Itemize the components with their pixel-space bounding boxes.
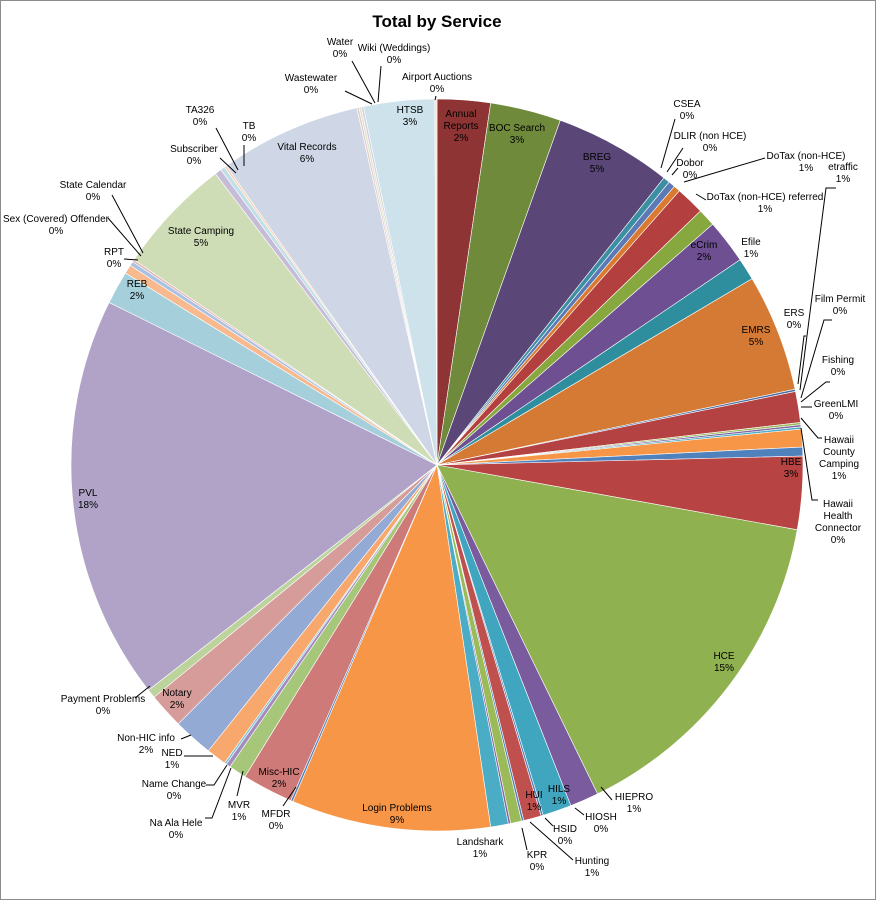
slice-label-52: Airport Auctions 0% (402, 72, 472, 95)
leader-line-26 (521, 827, 528, 851)
slice-label-41: Sex (Covered) Offender 0% (3, 214, 110, 237)
slice-label-3: CSEA 0% (673, 99, 701, 122)
pie-slice-28[interactable] (292, 463, 492, 832)
slice-label-7: DoTax (non-HCE) referred 1% (707, 192, 824, 215)
slice-label-4: DLIR (non HCE) 0% (674, 131, 747, 154)
pie-slice-19[interactable] (436, 464, 798, 795)
slice-label-16: Hawaii County Camping 1% (819, 435, 859, 482)
slice-label-39: REB 2% (127, 279, 148, 302)
slice-label-49: Water 0% (327, 37, 354, 60)
leader-line-44 (219, 157, 237, 174)
slice-label-11: ERS 0% (784, 308, 805, 331)
leader-line-25 (529, 821, 574, 861)
slice-label-31: MVR 1% (228, 800, 250, 823)
leader-line-42 (111, 194, 144, 254)
slice-label-43: State Camping 5% (168, 226, 234, 249)
slice-label-19: HCE 15% (713, 651, 734, 674)
leader-line-31 (236, 770, 244, 797)
slice-label-38: PVL 18% (78, 488, 98, 511)
leader-line-49 (351, 60, 376, 104)
pie-slices (70, 98, 804, 832)
leader-line-45 (215, 127, 239, 171)
slice-label-48: Wastewater 0% (285, 73, 338, 96)
leader-line-37 (134, 685, 151, 699)
leader-line-48 (344, 90, 373, 105)
leader-line-3 (660, 118, 676, 169)
leader-line-20 (600, 786, 613, 801)
leader-line-29 (282, 786, 297, 807)
slice-label-50: Wiki (Weddings) 0% (358, 43, 431, 66)
leader-line-52 (434, 95, 437, 101)
slice-label-46: TB 0% (242, 121, 257, 144)
leader-line-11 (797, 335, 806, 385)
slice-label-15: GreenLMI 0% (814, 399, 858, 422)
slice-label-17: Hawaii Health Connector 0% (815, 499, 862, 546)
slice-label-34: NED 1% (161, 748, 182, 771)
leader-line-14 (800, 381, 830, 403)
slice-label-30: Misc-HIC 2% (258, 767, 299, 790)
slice-label-45: TA326 0% (186, 105, 215, 128)
slice-label-9: Efile 1% (741, 237, 761, 260)
leader-line-16 (800, 417, 822, 439)
pie-slice-47[interactable] (225, 107, 438, 466)
leader-line-12 (799, 187, 836, 391)
slice-label-29: MFDR 0% (262, 809, 291, 832)
leader-line-17 (800, 427, 818, 501)
leader-lines (107, 60, 836, 861)
leader-line-13 (800, 319, 832, 399)
leader-line-6 (683, 157, 766, 183)
slice-label-14: Fishing 0% (822, 355, 854, 378)
slice-label-47: Vital Records 6% (277, 142, 336, 165)
leader-line-4 (666, 147, 684, 173)
slice-labels: Annual Reports 2% BOC Search 3% BREG 5% CSEA 0% D… (3, 37, 865, 879)
chart-title: Total by Service (372, 12, 501, 31)
slice-label-27: Landshark 1% (457, 837, 505, 860)
slice-label-32: Na Ala Hele 0% (150, 818, 203, 841)
slice-label-22: HIOSH 0% (585, 812, 617, 835)
slice-label-24: HSID 0% (553, 824, 577, 847)
leader-line-7 (695, 193, 707, 201)
slice-label-37: Payment Problems 0% (61, 694, 145, 717)
slice-label-10: EMRS 5% (742, 325, 771, 348)
slice-label-33: Name Change 0% (142, 779, 207, 802)
slice-label-5: Dobor 0% (676, 158, 704, 181)
slice-label-0: Annual Reports 2% (443, 109, 478, 144)
slice-label-35: Non-HIC info 2% (117, 733, 175, 756)
slice-label-26: KPR 0% (527, 850, 548, 873)
slice-label-13: Film Permit 0% (815, 294, 866, 317)
slice-label-8: eCrim 2% (691, 240, 718, 263)
leader-line-33 (206, 764, 228, 786)
leader-line-24 (544, 817, 554, 827)
slice-label-25: Hunting 1% (575, 856, 609, 879)
slice-label-28: Login Problems 9% (362, 803, 431, 826)
slice-label-21: HILS 1% (548, 784, 571, 807)
leader-line-41 (107, 217, 142, 257)
slice-label-23: HUI 1% (525, 790, 542, 813)
leader-line-50 (377, 65, 382, 103)
leader-line-22 (574, 807, 585, 816)
pie-slice-38[interactable] (70, 302, 438, 691)
slice-label-42: State Calendar 0% (60, 180, 127, 203)
slice-label-2: BREG 5% (583, 152, 612, 175)
slice-label-44: Subscriber 0% (170, 144, 218, 167)
slice-label-20: HIEPRO 1% (615, 792, 654, 815)
leader-line-35 (180, 734, 192, 740)
leader-line-32 (205, 767, 232, 819)
leader-line-40 (123, 258, 139, 261)
slice-label-18: HBE 3% (781, 457, 802, 480)
slice-label-12: etraffic 1% (828, 162, 858, 185)
slice-label-36: Notary 2% (162, 688, 191, 711)
slice-label-51: HTSB 3% (397, 105, 424, 128)
leader-line-5 (671, 167, 679, 176)
slice-label-1: BOC Search 3% (489, 123, 545, 146)
slice-label-40: RPT 0% (104, 247, 124, 270)
slice-label-6: DoTax (non-HCE) 1% (767, 151, 846, 174)
